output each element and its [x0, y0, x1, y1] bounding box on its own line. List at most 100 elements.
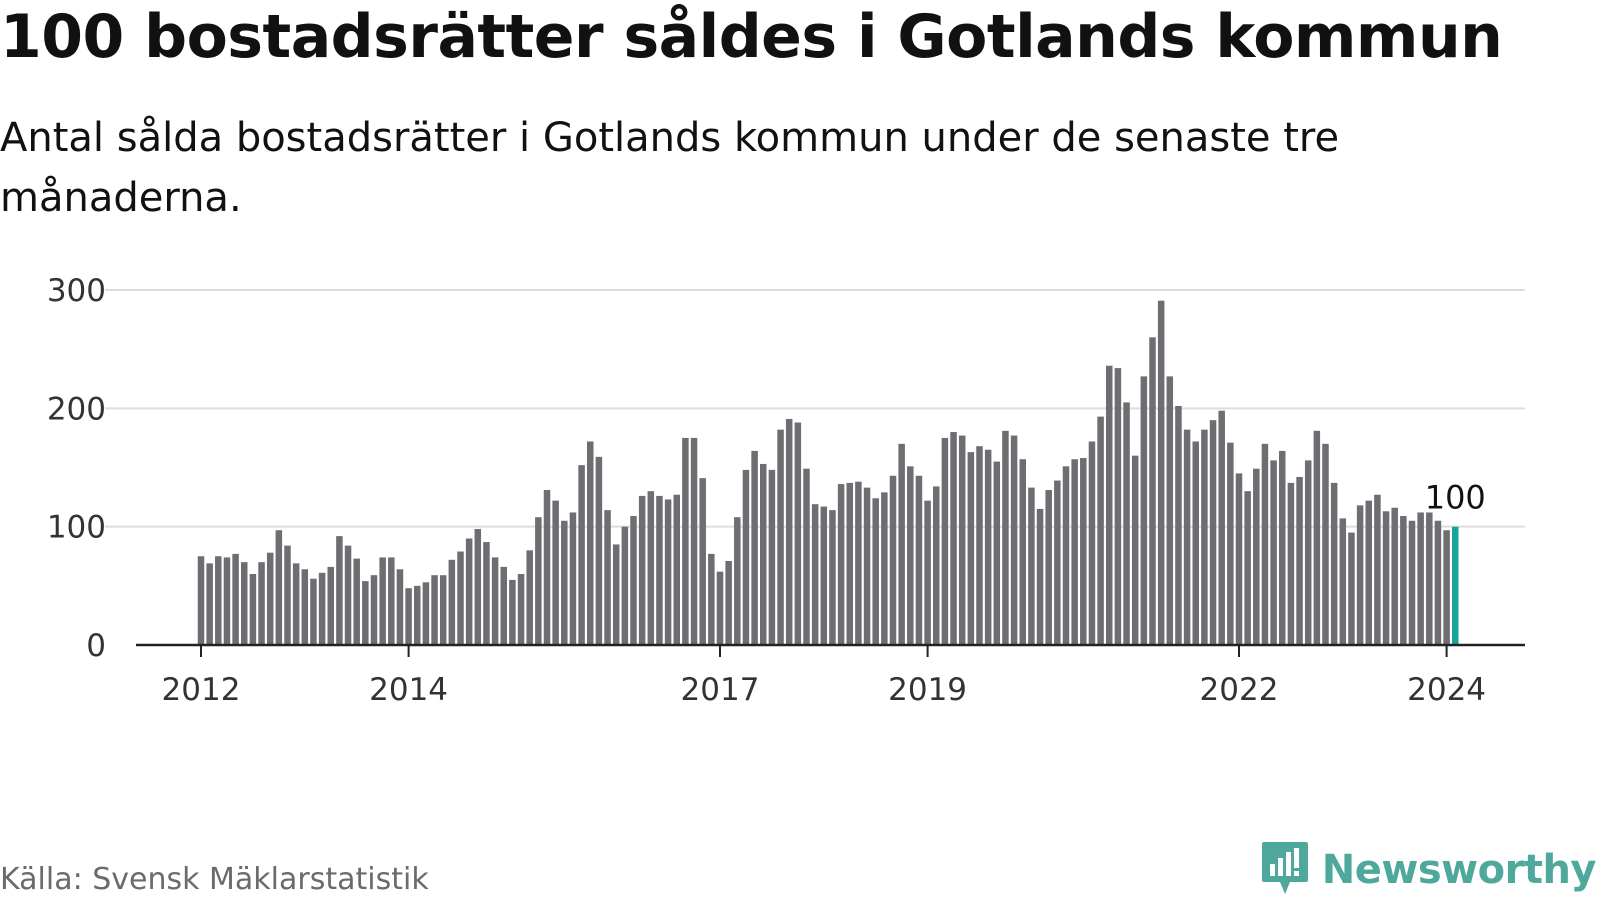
bar: [1244, 491, 1251, 645]
bar: [1322, 443, 1329, 645]
bar: [561, 520, 568, 645]
bar: [1235, 473, 1243, 645]
bar: [1270, 460, 1277, 645]
bar: [1054, 480, 1061, 645]
bar: [1253, 468, 1260, 645]
bar: [439, 575, 447, 645]
brand-logo[interactable]: Newsworthy: [1260, 840, 1597, 900]
bar: [587, 441, 594, 645]
bar: [1106, 365, 1113, 645]
bar: [777, 429, 784, 645]
bar: [1348, 532, 1355, 645]
bar: [1062, 466, 1070, 645]
bar: [379, 557, 386, 645]
bar: [595, 456, 603, 645]
x-tick-label: 2014: [369, 672, 448, 708]
bar: [1166, 376, 1174, 645]
bar: [431, 575, 438, 645]
bar: [1192, 441, 1199, 645]
bar: [1227, 442, 1234, 645]
bar-highlight: [1452, 526, 1459, 645]
bar: [543, 489, 551, 645]
bar: [647, 491, 655, 645]
bar: [1045, 489, 1052, 645]
bar: [275, 530, 283, 645]
bar: [794, 422, 802, 645]
bar: [1287, 482, 1295, 645]
bar: [336, 536, 343, 645]
bar: [1365, 500, 1372, 645]
bar: [526, 550, 533, 645]
bar: [630, 516, 637, 645]
bar: [967, 452, 975, 645]
data-label: 100: [1425, 479, 1486, 517]
bar: [837, 484, 845, 645]
bar: [760, 463, 767, 645]
bar: [742, 469, 750, 645]
bar: [344, 545, 352, 645]
bar: [690, 437, 698, 645]
bar: [1391, 507, 1398, 645]
bar: [1434, 520, 1442, 645]
bar: [457, 551, 464, 645]
bar: [638, 495, 646, 645]
bar: [465, 538, 473, 645]
bar: [1356, 505, 1364, 645]
bar: [491, 557, 499, 645]
bar: [950, 432, 957, 645]
bar: [1330, 482, 1338, 645]
bar: [1036, 508, 1044, 645]
bar: [872, 498, 879, 645]
bar: [1097, 416, 1104, 645]
bar: [881, 492, 888, 645]
bar: [569, 512, 577, 645]
bar: [1261, 443, 1269, 645]
page-subtitle: Antal sålda bostadsrätter i Gotlands kom…: [0, 115, 1340, 221]
bar: [829, 510, 836, 645]
y-tick-label: 0: [86, 628, 106, 664]
page-title: 100 bostadsrätter såldes i Gotlands komm…: [0, 2, 1503, 72]
bar: [604, 510, 611, 645]
y-tick-label: 200: [47, 391, 106, 427]
bar: [1157, 300, 1165, 645]
bar: [855, 481, 862, 645]
bar: [846, 482, 853, 645]
bar: [1426, 512, 1433, 645]
newsworthy-logo-icon: [1260, 840, 1310, 900]
bar: [699, 478, 706, 645]
bar: [535, 517, 542, 645]
source-note: Källa: Svensk Mäklarstatistik: [0, 862, 429, 897]
bar: [803, 468, 810, 645]
bar: [1417, 512, 1424, 645]
bar: [656, 495, 663, 645]
bar: [396, 569, 404, 645]
bar: [1010, 435, 1018, 645]
bar: [1140, 376, 1148, 645]
bar: [933, 486, 940, 645]
bar: [1088, 441, 1096, 645]
bar: [249, 574, 257, 645]
bar: [241, 562, 248, 645]
bar: [1209, 420, 1217, 645]
bar: [509, 579, 516, 645]
bar: [924, 500, 931, 645]
bar: [448, 559, 456, 645]
bar: [820, 506, 828, 645]
x-tick-label: 2017: [681, 672, 760, 708]
bar: [1218, 410, 1225, 645]
bar: [327, 566, 334, 645]
bar: [889, 475, 897, 645]
bar: [1002, 430, 1009, 645]
bar: [362, 581, 369, 645]
bar: [976, 446, 983, 645]
bar: [1279, 450, 1286, 645]
bar: [1123, 402, 1130, 645]
bar: [1028, 487, 1035, 645]
x-tick-label: 2012: [162, 672, 241, 708]
bar: [612, 544, 620, 645]
brand-name: Newsworthy: [1321, 847, 1597, 893]
bar: [232, 553, 239, 645]
bar: [768, 469, 776, 645]
bar: [1408, 520, 1416, 645]
